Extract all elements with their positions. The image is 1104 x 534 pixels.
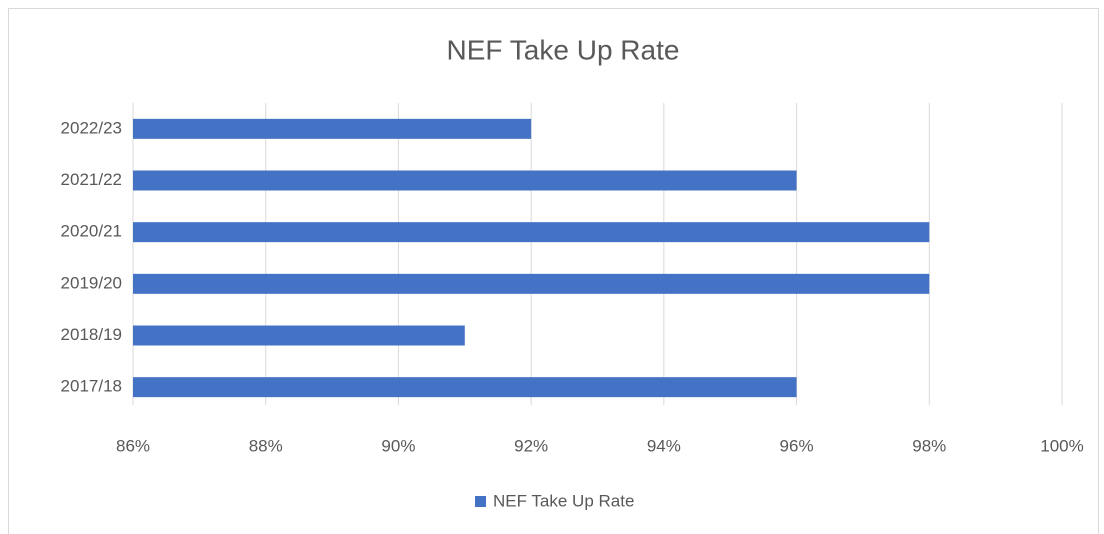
bar bbox=[133, 222, 930, 243]
x-tick-label: 92% bbox=[514, 436, 548, 455]
x-tick-label: 100% bbox=[1040, 436, 1083, 455]
x-tick-label: 96% bbox=[780, 436, 814, 455]
legend-swatch bbox=[475, 496, 486, 507]
bar bbox=[133, 325, 465, 346]
legend-label: NEF Take Up Rate bbox=[493, 491, 634, 510]
bar bbox=[133, 118, 532, 139]
bar bbox=[133, 377, 797, 398]
bar bbox=[133, 170, 797, 191]
y-tick-label: 2017/18 bbox=[61, 377, 122, 396]
y-tick-label: 2022/23 bbox=[61, 118, 122, 137]
y-tick-label: 2018/19 bbox=[61, 325, 122, 344]
chart-frame bbox=[8, 8, 1099, 534]
y-tick-label: 2020/21 bbox=[61, 222, 122, 241]
y-tick-label: 2021/22 bbox=[61, 170, 122, 189]
x-tick-label: 86% bbox=[116, 436, 150, 455]
x-tick-label: 88% bbox=[249, 436, 283, 455]
chart-title: NEF Take Up Rate bbox=[447, 34, 680, 65]
x-tick-label: 98% bbox=[912, 436, 946, 455]
x-tick-label: 90% bbox=[381, 436, 415, 455]
bar bbox=[133, 273, 930, 294]
x-tick-label: 94% bbox=[647, 436, 681, 455]
y-tick-label: 2019/20 bbox=[61, 273, 122, 292]
